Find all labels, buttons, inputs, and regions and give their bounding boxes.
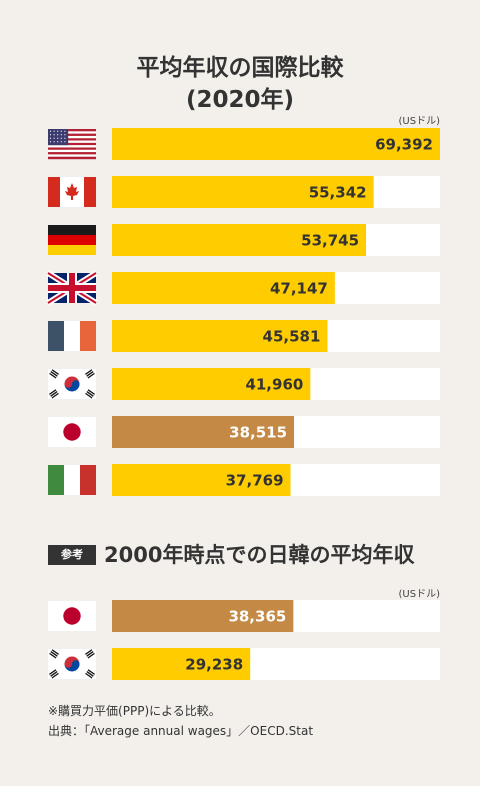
chart-subtitle-year: (2020年) — [185, 87, 295, 113]
japan-flag — [48, 601, 96, 631]
reference-title: 2000年時点での日韓の平均年収 — [104, 543, 415, 567]
bar-value-label: 45,581 — [263, 328, 321, 346]
bar-value-label: 41,960 — [245, 376, 303, 394]
italy-flag — [48, 465, 96, 495]
reference-bar-chart: 38,365 29,238 — [48, 600, 440, 680]
bar-france — [112, 320, 328, 352]
bar-value-label: 47,147 — [270, 280, 328, 298]
bar-value-label: 38,515 — [229, 424, 287, 442]
chart-title: 平均年収の国際比較 — [136, 55, 344, 81]
japan-flag — [48, 417, 96, 447]
ppp-note: ※購買力平価(PPP)による比較。 — [48, 704, 221, 718]
korea-flag — [48, 649, 96, 679]
bar-korea — [112, 648, 251, 680]
bar-value-label: 29,238 — [185, 656, 243, 674]
uk-flag — [46, 270, 98, 306]
bar-value-label: 38,365 — [228, 608, 286, 626]
korea-flag — [48, 369, 96, 399]
germany-flag — [48, 225, 96, 255]
bar-japan — [112, 600, 294, 632]
bar-value-label: 37,769 — [226, 472, 284, 490]
source-note: 出典：「Average annual wages」／OECD.Stat — [48, 724, 314, 738]
bar-us — [112, 128, 440, 160]
unit-label: (USドル) — [398, 116, 440, 127]
bar-value-label: 55,342 — [309, 184, 367, 202]
bar-germany — [112, 224, 367, 256]
us-flag — [48, 129, 96, 160]
bar-value-label: 53,745 — [301, 232, 359, 250]
reference-unit-label: (USドル) — [398, 589, 440, 600]
main-bar-chart: 69,392 55,342 53,745 47,147 45,581 41,960 38,5… — [46, 128, 440, 496]
bar-japan — [112, 416, 295, 448]
bar-uk — [112, 272, 335, 304]
bar-value-label: 69,392 — [375, 136, 433, 154]
reference-tag: 参考 — [48, 545, 96, 565]
canada-flag — [48, 177, 96, 207]
bar-canada — [112, 176, 374, 208]
bar-italy — [112, 464, 291, 496]
france-flag — [48, 321, 96, 351]
bar-korea — [112, 368, 311, 400]
